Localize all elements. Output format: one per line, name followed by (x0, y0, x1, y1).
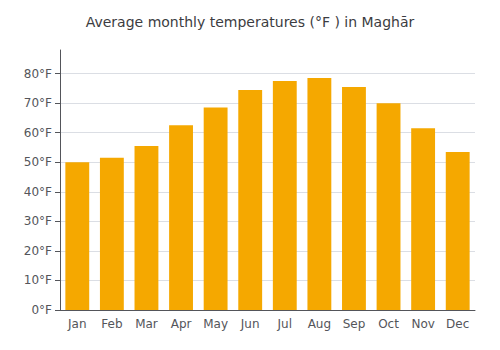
svg-text:Mar: Mar (135, 317, 158, 331)
svg-text:20°F: 20°F (24, 244, 52, 258)
svg-text:Feb: Feb (101, 317, 122, 331)
svg-text:40°F: 40°F (24, 185, 52, 199)
svg-text:Apr: Apr (171, 317, 192, 331)
svg-text:Average monthly temperatures (: Average monthly temperatures (°F ) in Ma… (86, 14, 415, 30)
svg-text:Jan: Jan (67, 317, 87, 331)
svg-text:80°F: 80°F (24, 67, 52, 81)
svg-text:Dec: Dec (446, 317, 469, 331)
svg-text:Nov: Nov (411, 317, 434, 331)
svg-text:Aug: Aug (308, 317, 331, 331)
svg-text:30°F: 30°F (24, 214, 52, 228)
svg-text:Jul: Jul (277, 317, 292, 331)
svg-text:Sep: Sep (343, 317, 366, 331)
svg-text:Jun: Jun (240, 317, 260, 331)
svg-text:70°F: 70°F (24, 96, 52, 110)
svg-text:50°F: 50°F (24, 155, 52, 169)
svg-text:0°F: 0°F (31, 303, 52, 317)
svg-text:10°F: 10°F (24, 273, 52, 287)
svg-text:60°F: 60°F (24, 126, 52, 140)
svg-text:May: May (203, 317, 228, 331)
svg-text:Oct: Oct (378, 317, 399, 331)
